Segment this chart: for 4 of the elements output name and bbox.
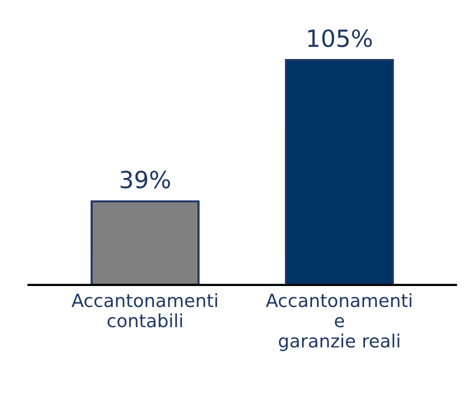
data-label: 39% [120, 170, 170, 188]
x-tick-label: Accantonamenti contabili [72, 293, 218, 328]
data-label: 105% [308, 29, 372, 48]
x-tick-label: Accantonamenti e garanzie reali [266, 293, 412, 352]
